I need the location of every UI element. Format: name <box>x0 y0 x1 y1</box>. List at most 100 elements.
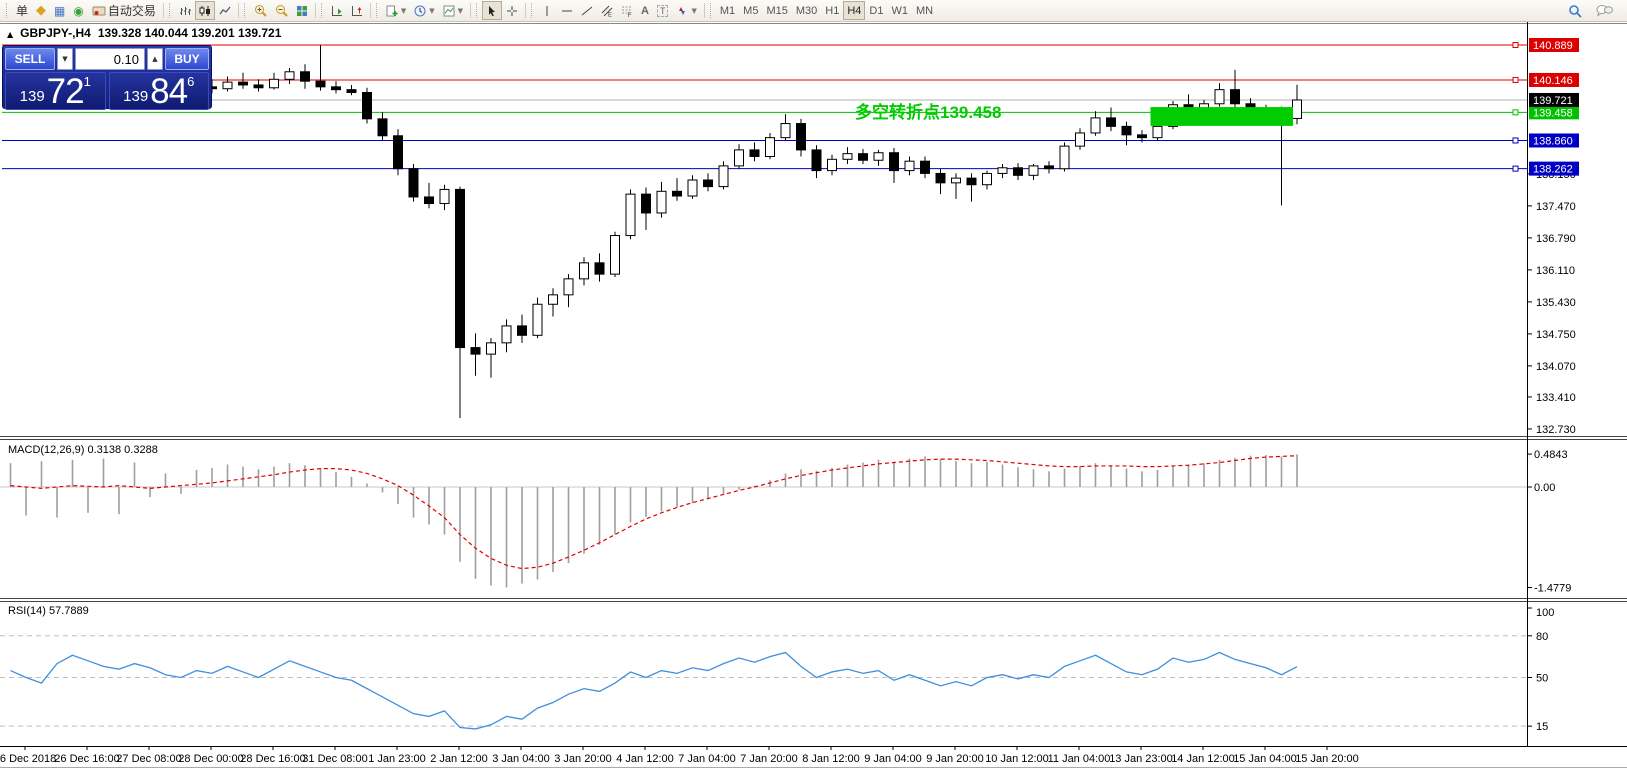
price-level-label: 140.889 <box>1533 40 1573 52</box>
price-level-label-bg <box>1529 161 1579 176</box>
candle-body <box>1292 99 1302 119</box>
macd-tick-label: 0.00 <box>1534 482 1555 494</box>
time-tick-label: 11 Jan 04:00 <box>1048 753 1111 765</box>
arrows-button[interactable]: ▼ <box>672 1 700 20</box>
price-level-label-bg <box>1529 105 1579 120</box>
time-tick-label: 9 Jan 04:00 <box>864 753 922 765</box>
new-chart-button[interactable]: ▼ <box>382 1 410 20</box>
level-handle[interactable] <box>1512 42 1519 48</box>
bar-chart-button[interactable] <box>175 1 195 20</box>
navigator-icon: ◉ <box>73 3 84 18</box>
tile-windows-button[interactable] <box>292 1 312 20</box>
labelT-icon: T <box>656 4 669 17</box>
vertical-line-button[interactable] <box>537 1 557 20</box>
price-level-label-bg <box>1529 92 1579 107</box>
cursor-button[interactable] <box>482 1 503 20</box>
autotrading-button[interactable]: 自动交易 <box>88 1 160 20</box>
price-level-label: 139.721 <box>1533 95 1573 107</box>
price-tick-label: 137.470 <box>1536 201 1576 213</box>
candle-body <box>1106 117 1116 127</box>
candle-body <box>1028 165 1039 176</box>
templates-button[interactable]: ▼ <box>439 1 467 20</box>
candle-body <box>579 262 589 280</box>
crosshair-button[interactable] <box>502 1 522 20</box>
candle-body <box>687 179 698 197</box>
time-tick-label: 3 Jan 04:00 <box>492 753 550 765</box>
collapse-panel-icon[interactable]: ▲ <box>7 30 14 39</box>
sell-price-display[interactable]: 139 72 1 <box>5 72 106 110</box>
supply-demand-zone[interactable] <box>1150 107 1294 126</box>
chart-title: ▲ GBPJPY-,H4 139.328 140.044 139.201 139… <box>7 26 281 40</box>
chart-shift-button[interactable] <box>347 1 367 20</box>
buy-button[interactable]: BUY <box>165 48 209 70</box>
toolbar-grip <box>6 3 10 18</box>
fibonacci-button[interactable]: F <box>617 1 637 20</box>
text-button[interactable]: A <box>637 1 653 20</box>
trendline-button[interactable] <box>577 1 597 20</box>
gold-icon: ◆ <box>36 3 47 18</box>
text-label-button[interactable]: T <box>653 1 673 20</box>
new-order-button[interactable]: 单 <box>12 1 32 20</box>
level-handle[interactable] <box>1512 109 1519 116</box>
time-tick-label: 26 Dec 16:00 <box>54 753 119 765</box>
line-chart-button[interactable] <box>215 1 235 20</box>
candlestick-button[interactable] <box>194 1 215 20</box>
candle-body <box>1044 165 1054 170</box>
zoom-in-button[interactable] <box>250 1 271 20</box>
candle-body <box>517 325 527 336</box>
buy-price-sup: 6 <box>187 74 195 89</box>
dropdown-caret-icon: ▼ <box>691 6 697 15</box>
timeframe-m1-button[interactable]: M1 <box>716 1 739 20</box>
cursor-icon <box>486 5 498 17</box>
volume-increase-button[interactable]: ▲ <box>147 48 163 70</box>
candle-body <box>470 347 481 355</box>
caret-down-icon: ▼ <box>62 54 68 63</box>
equidistant-channel-button[interactable]: E <box>597 1 617 20</box>
candle-body <box>966 177 977 186</box>
time-tick-label: 15 Jan 04:00 <box>1233 753 1297 765</box>
level-handle[interactable] <box>1512 76 1519 83</box>
timeframe-h4-button[interactable]: H4 <box>843 1 866 20</box>
timeframe-m15-button[interactable]: M15 <box>762 1 791 20</box>
volume-decrease-button[interactable]: ▼ <box>57 48 73 70</box>
price-tick-label: 133.410 <box>1536 392 1576 404</box>
price-tick-label: 135.430 <box>1536 297 1576 309</box>
price-tick-label: 134.070 <box>1536 361 1576 373</box>
trendline-icon <box>581 5 593 17</box>
level-handle[interactable] <box>1512 165 1519 172</box>
annotation-text[interactable]: 多空转折点139.458 <box>855 102 1001 122</box>
market-watch-button[interactable]: ◆ <box>32 1 50 20</box>
toolbar-separator <box>369 3 371 18</box>
level-handle[interactable] <box>1512 137 1519 144</box>
symbol-period-label: GBPJPY-,H4 <box>20 26 91 40</box>
time-tick-label: 9 Jan 20:00 <box>926 753 984 765</box>
volume-input[interactable] <box>75 48 145 70</box>
time-tick-label: 31 Dec 08:00 <box>302 753 367 765</box>
rsi-tick-label: 80 <box>1536 631 1548 643</box>
timeframe-h1-button[interactable]: H1 <box>821 1 843 20</box>
ohlc-values: 139.328 140.044 139.201 139.721 <box>97 26 282 40</box>
horizontal-line-button[interactable] <box>557 1 577 20</box>
candle-body <box>641 193 651 214</box>
candles-icon <box>199 5 211 17</box>
buy-price-display[interactable]: 139 84 6 <box>108 72 209 110</box>
navigator-button[interactable]: ◉ <box>69 1 87 20</box>
sell-button[interactable]: SELL <box>5 48 55 70</box>
toolbar-grip <box>168 3 173 18</box>
periods-button[interactable]: ▼ <box>410 1 438 20</box>
candle-body <box>594 262 605 275</box>
candle-body <box>935 172 946 184</box>
auto-scroll-button[interactable] <box>327 1 347 20</box>
chart-window-button[interactable]: ▦ <box>50 1 69 20</box>
search-button[interactable] <box>1564 1 1586 20</box>
timeframe-d1-button[interactable]: D1 <box>865 1 887 20</box>
price-level-label-bg <box>1529 72 1579 87</box>
timeframe-mn-button[interactable]: MN <box>912 1 937 20</box>
community-button[interactable] <box>1592 1 1617 20</box>
zoom-out-button[interactable] <box>271 1 292 20</box>
timeframe-w1-button[interactable]: W1 <box>887 1 912 20</box>
timeframe-m5-button[interactable]: M5 <box>739 1 762 20</box>
timeframe-m30-button[interactable]: M30 <box>792 1 821 20</box>
